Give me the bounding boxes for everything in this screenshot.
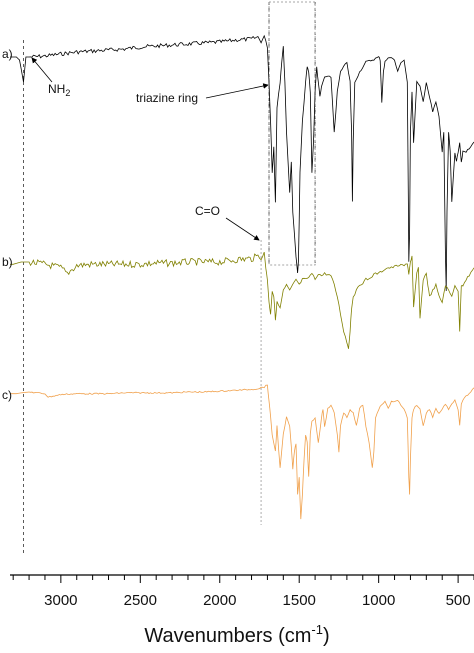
arrow-co	[225, 217, 260, 241]
x-tick-label: 2000	[203, 592, 236, 609]
annotation-triazine: triazine ring	[136, 83, 269, 105]
annotation-nh2-sub: 2	[65, 88, 70, 98]
x-axis-title-tail: )	[323, 625, 330, 647]
annotation-co: C=O	[195, 204, 260, 241]
reference-lines	[23, 2, 316, 555]
x-tick-label: 2500	[124, 592, 157, 609]
x-tick-label: 500	[446, 592, 471, 609]
series-label-a: a)	[2, 47, 13, 61]
arrow-triazine	[205, 83, 269, 99]
x-axis-title: Wavenumbers (cm-1)	[144, 622, 329, 647]
annotation-triazine-label: triazine ring	[136, 91, 198, 105]
annotation-co-label: C=O	[195, 204, 220, 218]
series-label-b: b)	[2, 255, 13, 269]
x-tick-label: 1500	[283, 592, 316, 609]
series-label-c: c)	[2, 388, 12, 402]
spectrum-line-b	[10, 251, 474, 349]
x-tick-label: 3000	[44, 592, 77, 609]
triazine-highlight-box	[268, 1, 316, 266]
spectrum-line-a	[10, 34, 474, 292]
x-tick-label: 1000	[362, 592, 395, 609]
x-axis-title-main: Wavenumbers (cm	[144, 625, 311, 647]
annotation-nh2: NH2	[31, 57, 70, 98]
spectrum-line-c	[10, 384, 474, 520]
spectra-layer	[10, 34, 474, 520]
x-axis-ticks: 3000 2500 2000 1500 1000 500	[12, 575, 474, 609]
x-axis-title-sup: -1	[311, 622, 323, 637]
annotation-nh2-label: NH2	[48, 82, 70, 98]
arrow-nh2	[31, 57, 53, 83]
annotation-nh2-text: NH	[48, 82, 65, 96]
